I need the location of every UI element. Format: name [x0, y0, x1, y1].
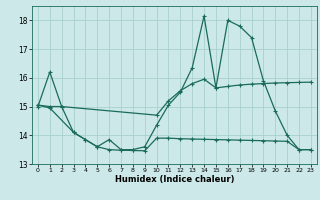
X-axis label: Humidex (Indice chaleur): Humidex (Indice chaleur) — [115, 175, 234, 184]
